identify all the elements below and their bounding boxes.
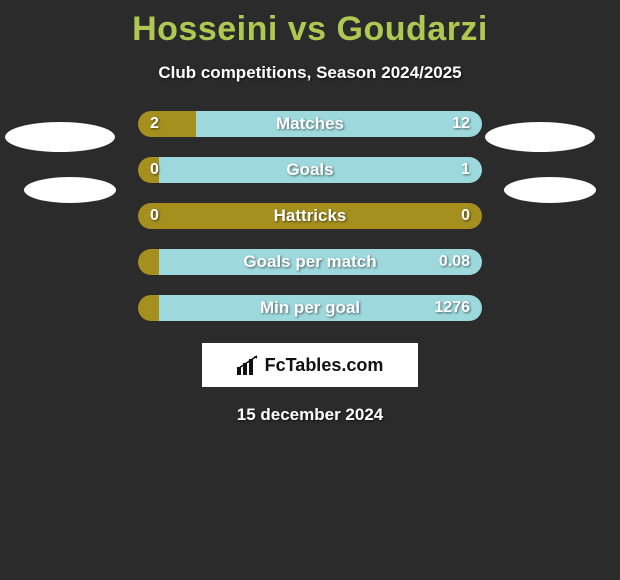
- bars-icon: [237, 355, 259, 375]
- stat-row: 0.08Goals per match: [0, 249, 620, 275]
- stat-row: 1276Min per goal: [0, 295, 620, 321]
- subtitle: Club competitions, Season 2024/2025: [0, 63, 620, 83]
- date-text: 15 december 2024: [0, 405, 620, 425]
- logo-text: FcTables.com: [265, 355, 384, 376]
- row-label: Hattricks: [138, 203, 482, 229]
- row-label: Min per goal: [138, 295, 482, 321]
- row-label: Goals: [138, 157, 482, 183]
- row-label: Matches: [138, 111, 482, 137]
- right-ellipse: [504, 177, 596, 203]
- row-label: Goals per match: [138, 249, 482, 275]
- page-title: Hosseini vs Goudarzi: [0, 0, 620, 49]
- right-ellipse: [485, 122, 595, 152]
- left-ellipse: [24, 177, 116, 203]
- left-ellipse: [5, 122, 115, 152]
- stat-row: 00Hattricks: [0, 203, 620, 229]
- logo-box[interactable]: FcTables.com: [202, 343, 418, 387]
